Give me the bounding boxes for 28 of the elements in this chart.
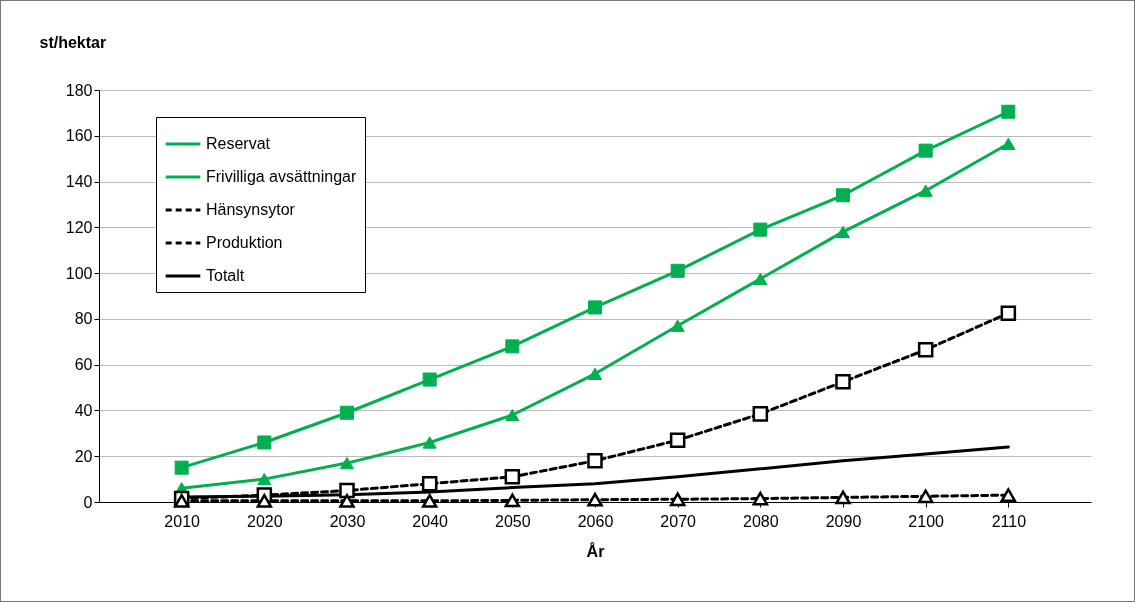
legend-label: Totalt xyxy=(206,267,245,284)
y-tick-label: 40 xyxy=(74,401,93,419)
x-tick-label: 2050 xyxy=(495,512,531,530)
x-tick-label: 2020 xyxy=(247,512,283,530)
legend-label: Produktion xyxy=(206,234,283,251)
x-tick-label: 2010 xyxy=(164,512,201,530)
x-tick-label: 2030 xyxy=(329,512,366,530)
y-tick-label: 160 xyxy=(65,127,93,145)
x-tick-label: 2060 xyxy=(577,512,614,530)
x-tick-label: 2070 xyxy=(660,512,697,530)
legend-label: Frivilliga avsättningar xyxy=(206,168,357,185)
x-tick-label: 2040 xyxy=(412,512,449,530)
x-tick-label: 2100 xyxy=(908,512,945,530)
x-tick-label: 2080 xyxy=(743,512,779,530)
legend-label: Reservat xyxy=(206,135,271,152)
y-tick-label: 80 xyxy=(74,310,93,328)
x-tick-label: 2110 xyxy=(991,512,1027,530)
y-tick-label: 140 xyxy=(65,173,93,191)
y-tick-label: 60 xyxy=(74,356,93,374)
legend-label: Hänsynsytor xyxy=(206,201,296,218)
y-tick-label: 180 xyxy=(65,81,93,99)
y-tick-label: 100 xyxy=(65,264,93,282)
y-tick-label: 120 xyxy=(65,218,93,236)
y-tick-label: 20 xyxy=(74,447,93,465)
x-axis-title: År xyxy=(586,541,605,560)
y-tick-label: 0 xyxy=(83,493,93,511)
x-tick-label: 2090 xyxy=(825,512,862,530)
y-axis-title: st/hektar xyxy=(39,33,107,51)
